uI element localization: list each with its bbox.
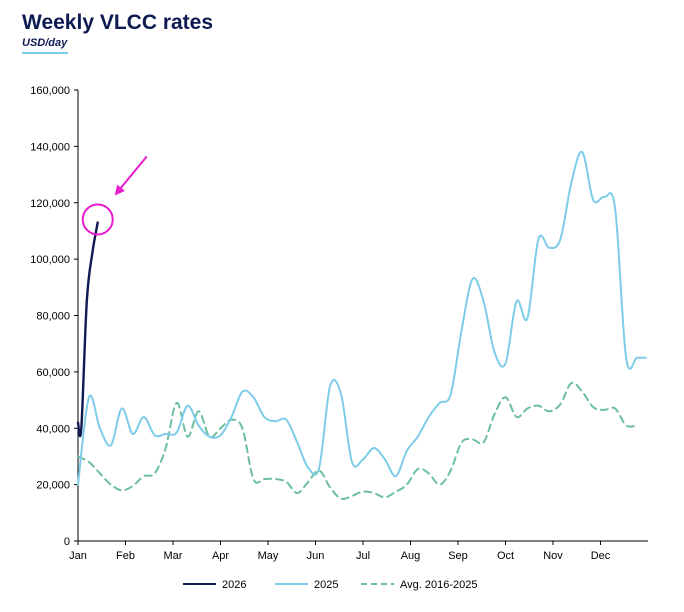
- x-tick-label-nov: Nov: [543, 550, 563, 562]
- y-tick-label: 80,000: [36, 311, 70, 323]
- x-tick-label-mar: Mar: [164, 550, 183, 562]
- y-tick-label: 60,000: [36, 367, 70, 379]
- highlight-arrow: [117, 155, 148, 192]
- x-tick-label-oct: Oct: [497, 550, 514, 562]
- x-tick-label-jun: Jun: [307, 550, 325, 562]
- x-tick-label-dec: Dec: [591, 550, 611, 562]
- chart-series: [76, 150, 647, 501]
- highlight-arrow-head: [114, 184, 125, 196]
- chart-legend: 2026 2025 Avg. 2016-2025: [183, 579, 477, 591]
- y-tick-label: 20,000: [36, 480, 70, 492]
- y-tick-label: 160,000: [30, 85, 70, 97]
- chart-subtitle: USD/day: [22, 37, 68, 49]
- series-line-2026: [76, 221, 99, 438]
- x-tick-label-may: May: [258, 550, 279, 562]
- x-tick-label-jul: Jul: [356, 550, 370, 562]
- legend-label-2025: 2025: [314, 579, 338, 591]
- x-tick-label-feb: Feb: [116, 550, 135, 562]
- x-tick-label-aug: Aug: [401, 550, 421, 562]
- chart-axes: 0 20,000 40,000 60,000 80,000 100,000 120,000 1…: [30, 85, 648, 562]
- x-tick-label-sep: Sep: [448, 550, 468, 562]
- y-tick-label: 40,000: [36, 423, 70, 435]
- chart-annotations: [81, 155, 148, 236]
- highlight-circle: [81, 203, 114, 236]
- x-tick-label-jan: Jan: [69, 550, 87, 562]
- y-tick-label: 140,000: [30, 141, 70, 153]
- subtitle-underline: [22, 52, 68, 54]
- legend-label-2026: 2026: [222, 579, 246, 591]
- x-tick-label-apr: Apr: [212, 550, 229, 562]
- y-tick-label: 120,000: [30, 198, 70, 210]
- series-line-2025: [77, 150, 647, 486]
- chart-title: Weekly VLCC rates: [22, 11, 214, 34]
- legend-label-avg-2016-2025: Avg. 2016-2025: [400, 579, 477, 591]
- y-tick-label: 100,000: [30, 254, 70, 266]
- y-tick-label: 0: [64, 536, 70, 548]
- series-line-avg-2016-2025: [77, 381, 638, 501]
